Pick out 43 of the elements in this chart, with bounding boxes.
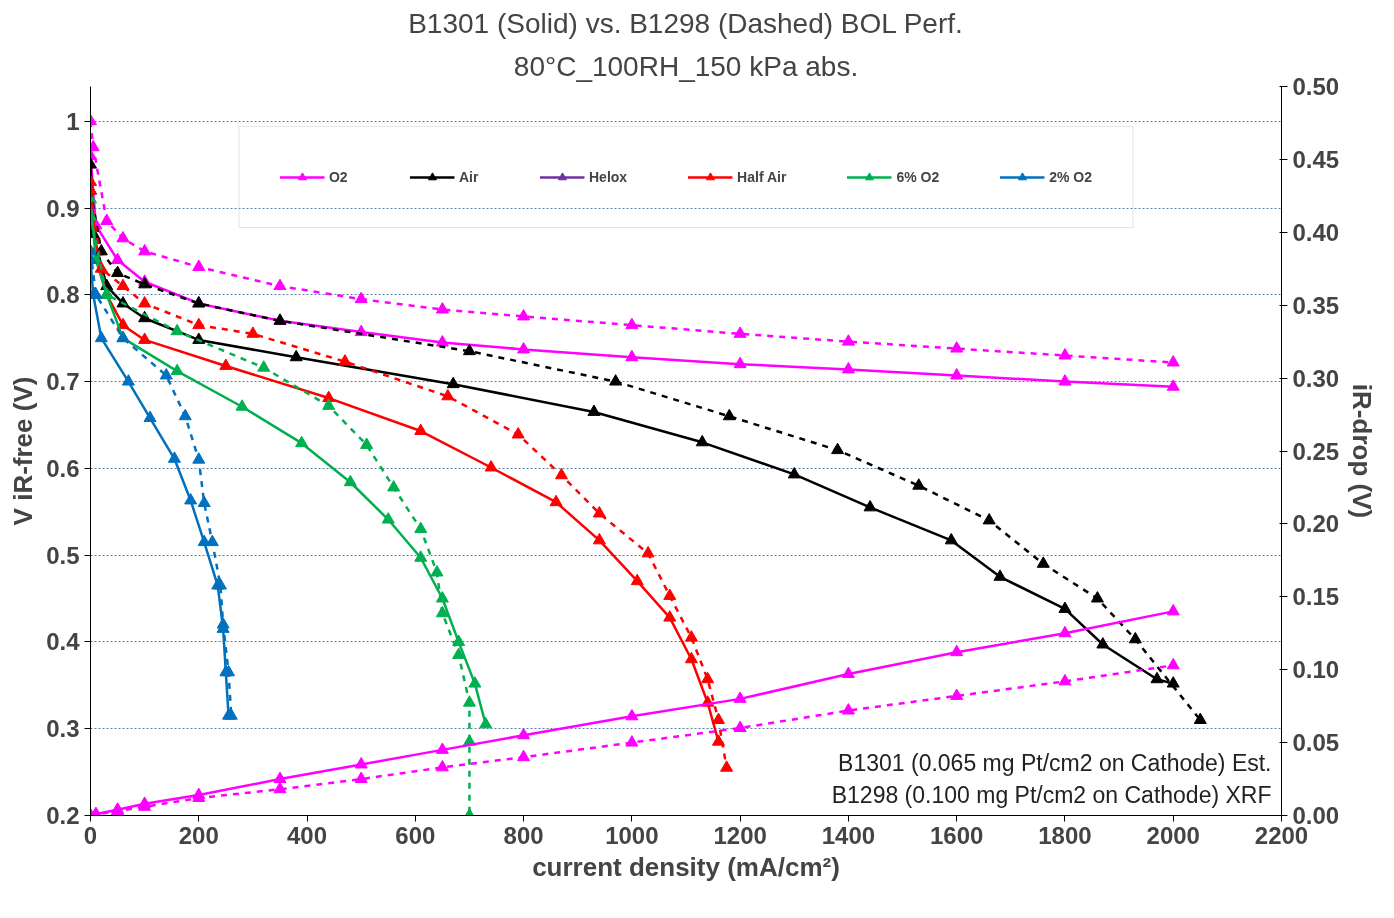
y-tick-label: 0.8 xyxy=(46,281,80,309)
x-tick-label: 2000 xyxy=(1146,821,1200,849)
y-tick-label: 0.3 xyxy=(46,715,80,743)
legend-label: 2% O2 xyxy=(1049,169,1093,185)
legend-label: 6% O2 xyxy=(896,169,940,185)
chart-title: B1301 (Solid) vs. B1298 (Dashed) BOL Perf. xyxy=(408,7,963,39)
y2-tick-label: 0.15 xyxy=(1292,583,1340,611)
y-tick-label: 0.7 xyxy=(46,368,80,396)
annotation: B1301 (0.065 mg Pt/cm2 on Cathode) Est. xyxy=(838,749,1272,776)
legend-label: Air xyxy=(458,169,479,185)
chart-subtitle: 80°C_100RH_150 kPa abs. xyxy=(513,50,859,82)
y-tick-label: 0.4 xyxy=(46,628,81,656)
x-tick-label: 1000 xyxy=(605,821,659,849)
x-tick-label: 400 xyxy=(287,821,328,849)
x-tick-label: 1200 xyxy=(713,821,767,849)
y-tick-label: 0.5 xyxy=(46,541,80,569)
x-tick-label: 0 xyxy=(83,821,98,849)
x-axis-title: current density (mA/cm²) xyxy=(532,851,840,882)
x-tick-label: 1800 xyxy=(1038,821,1092,849)
y-tick-label: 0.2 xyxy=(46,802,80,829)
x-tick-label: 600 xyxy=(395,821,436,849)
y2-tick-label: 0.40 xyxy=(1292,218,1340,246)
y2-tick-label: 0.20 xyxy=(1292,510,1340,538)
y2-tick-label: 0.25 xyxy=(1292,437,1340,465)
y2-tick-label: 0.30 xyxy=(1292,364,1340,392)
y2-tick-label: 0.10 xyxy=(1292,656,1340,684)
x-tick-label: 800 xyxy=(503,821,544,849)
y-tick-label: 0.9 xyxy=(46,194,80,222)
legend-label: Half Air xyxy=(737,169,787,185)
legend-label: Helox xyxy=(588,169,628,185)
y2-tick-label: 0.50 xyxy=(1292,73,1340,100)
x-tick-label: 200 xyxy=(178,821,219,849)
x-tick-label: 1600 xyxy=(929,821,984,849)
y2-tick-label: 0.45 xyxy=(1292,145,1340,173)
legend-label: O2 xyxy=(328,169,349,185)
y-tick-label: 0.6 xyxy=(46,454,80,482)
x-tick-label: 1400 xyxy=(821,821,876,849)
y2-axis-title: iR-drop (V) xyxy=(1347,383,1378,519)
y2-tick-label: 0.35 xyxy=(1292,291,1340,319)
annotation: B1298 (0.100 mg Pt/cm2 on Cathode) XRF xyxy=(831,781,1272,808)
y-tick-label: 1 xyxy=(66,107,80,135)
y2-tick-label: 0.05 xyxy=(1292,729,1340,757)
y-axis-title: V iR-free (V) xyxy=(8,376,39,526)
